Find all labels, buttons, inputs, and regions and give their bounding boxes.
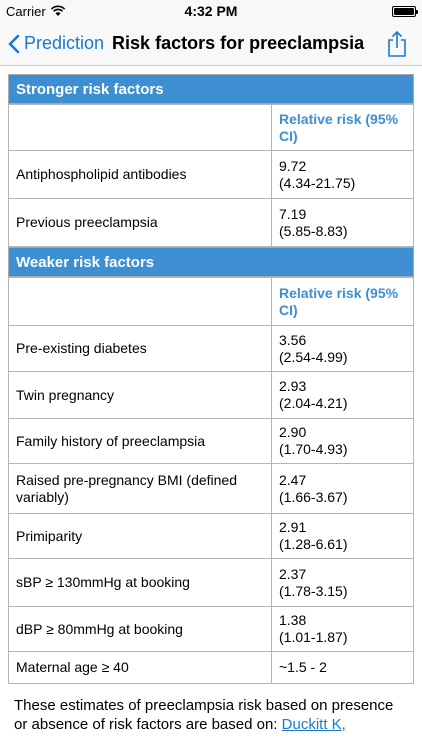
weaker-risk-table: Relative risk (95% CI) Pre-existing diab… bbox=[8, 277, 414, 684]
relative-risk-cell: 2.93 (2.04-4.21) bbox=[271, 371, 414, 419]
relative-risk-cell: 2.47 (1.66-3.67) bbox=[271, 463, 414, 514]
status-bar: Carrier 4:32 PM bbox=[0, 0, 422, 22]
confidence-interval: (1.66-3.67) bbox=[279, 488, 348, 505]
relative-risk-cell: 3.56 (2.54-4.99) bbox=[271, 325, 414, 372]
back-label: Prediction bbox=[24, 33, 105, 53]
table-row: Pre-existing diabetes 3.56 (2.54-4.99) bbox=[8, 325, 414, 372]
carrier-label: Carrier bbox=[6, 3, 46, 19]
confidence-interval: (1.70-4.93) bbox=[279, 441, 348, 457]
relative-risk-value: ~1.5 - 2 bbox=[279, 659, 327, 675]
risk-factor-cell: Antiphospholipid antibodies bbox=[8, 150, 272, 199]
risk-factor-cell: Twin pregnancy bbox=[8, 371, 272, 419]
source-note-text: These estimates of preeclampsia risk bas… bbox=[14, 697, 394, 733]
source-note: These estimates of preeclampsia risk bas… bbox=[8, 684, 414, 734]
relative-risk-cell: 7.19 (5.85-8.83) bbox=[271, 198, 414, 247]
risk-factor-cell: Previous preeclampsia bbox=[8, 198, 272, 247]
stronger-risk-header: Stronger risk factors bbox=[8, 74, 414, 104]
relative-risk-column-header: Relative risk (95% CI) bbox=[271, 277, 414, 326]
nav-bar: Prediction Risk factors for preeclampsia bbox=[0, 22, 422, 66]
stronger-risk-table: Relative risk (95% CI) Antiphospholipid … bbox=[8, 104, 414, 247]
table-row: Twin pregnancy 2.93 (2.04-4.21) bbox=[8, 371, 414, 419]
confidence-interval: (2.04-4.21) bbox=[279, 395, 348, 411]
relative-risk-value: 9.72 bbox=[279, 157, 307, 174]
empty-header-cell bbox=[8, 104, 272, 151]
relative-risk-cell: 1.38 (1.01-1.87) bbox=[271, 606, 414, 652]
table-row: dBP ≥ 80mmHg at booking 1.38 (1.01-1.87) bbox=[8, 606, 414, 652]
table-row: Family history of preeclampsia 2.90 (1.70-… bbox=[8, 418, 414, 464]
relative-risk-value: 2.93 bbox=[279, 378, 307, 394]
battery-icon bbox=[392, 5, 418, 17]
content: Stronger risk factors Relative risk (95%… bbox=[0, 66, 422, 734]
status-left: Carrier bbox=[6, 4, 66, 19]
relative-risk-value: 2.90 bbox=[279, 424, 307, 440]
relative-risk-cell: 2.37 (1.78-3.15) bbox=[271, 558, 414, 607]
table-row: sBP ≥ 130mmHg at booking 2.37 (1.78-3.15) bbox=[8, 558, 414, 607]
relative-risk-value: 1.38 bbox=[279, 612, 307, 628]
risk-factor-cell: sBP ≥ 130mmHg at booking bbox=[8, 558, 272, 607]
chevron-left-icon bbox=[8, 34, 20, 53]
table-row: Maternal age ≥ 40 ~1.5 - 2 bbox=[8, 651, 414, 684]
weaker-column-header-row: Relative risk (95% CI) bbox=[8, 277, 414, 326]
risk-factor-cell: Pre-existing diabetes bbox=[8, 325, 272, 372]
confidence-interval: (1.01-1.87) bbox=[279, 629, 348, 645]
relative-risk-value: 2.91 bbox=[279, 519, 307, 535]
confidence-interval: (1.28-6.61) bbox=[279, 536, 348, 552]
table-row: Antiphospholipid antibodies 9.72 (4.34-21.… bbox=[8, 150, 414, 199]
confidence-interval: (1.78-3.15) bbox=[279, 582, 348, 599]
confidence-interval: (4.34-21.75) bbox=[279, 174, 356, 191]
risk-factor-cell: dBP ≥ 80mmHg at booking bbox=[8, 606, 272, 652]
status-right bbox=[392, 5, 418, 17]
relative-risk-value: 3.56 bbox=[279, 331, 307, 348]
relative-risk-cell: 2.90 (1.70-4.93) bbox=[271, 418, 414, 464]
weaker-risk-header: Weaker risk factors bbox=[8, 247, 414, 277]
page-title: Risk factors for preeclampsia bbox=[112, 33, 365, 53]
risk-factor-cell: Maternal age ≥ 40 bbox=[8, 651, 272, 684]
relative-risk-column-header: Relative risk (95% CI) bbox=[271, 104, 414, 151]
relative-risk-value: 7.19 bbox=[279, 205, 307, 222]
back-button[interactable]: Prediction bbox=[8, 33, 104, 54]
citation-link[interactable]: Duckitt K, bbox=[281, 716, 346, 733]
empty-header-cell bbox=[8, 277, 272, 326]
relative-risk-cell: 9.72 (4.34-21.75) bbox=[271, 150, 414, 199]
table-row: Previous preeclampsia 7.19 (5.85-8.83) bbox=[8, 198, 414, 247]
table-row: Primiparity 2.91 (1.28-6.61) bbox=[8, 513, 414, 559]
relative-risk-value: 2.37 bbox=[279, 565, 307, 582]
relative-risk-cell: ~1.5 - 2 bbox=[271, 651, 414, 684]
relative-risk-value: 2.47 bbox=[279, 471, 307, 488]
confidence-interval: (5.85-8.83) bbox=[279, 222, 348, 239]
table-row: Raised pre-pregnancy BMI (defined variab… bbox=[8, 463, 414, 514]
share-icon[interactable] bbox=[382, 29, 412, 59]
risk-factor-cell: Family history of preeclampsia bbox=[8, 418, 272, 464]
risk-factor-cell: Primiparity bbox=[8, 513, 272, 559]
stronger-column-header-row: Relative risk (95% CI) bbox=[8, 104, 414, 151]
relative-risk-cell: 2.91 (1.28-6.61) bbox=[271, 513, 414, 559]
wifi-icon bbox=[50, 5, 65, 16]
confidence-interval: (2.54-4.99) bbox=[279, 348, 348, 365]
risk-factor-cell: Raised pre-pregnancy BMI (defined variab… bbox=[8, 463, 272, 514]
battery-fill bbox=[394, 7, 414, 15]
